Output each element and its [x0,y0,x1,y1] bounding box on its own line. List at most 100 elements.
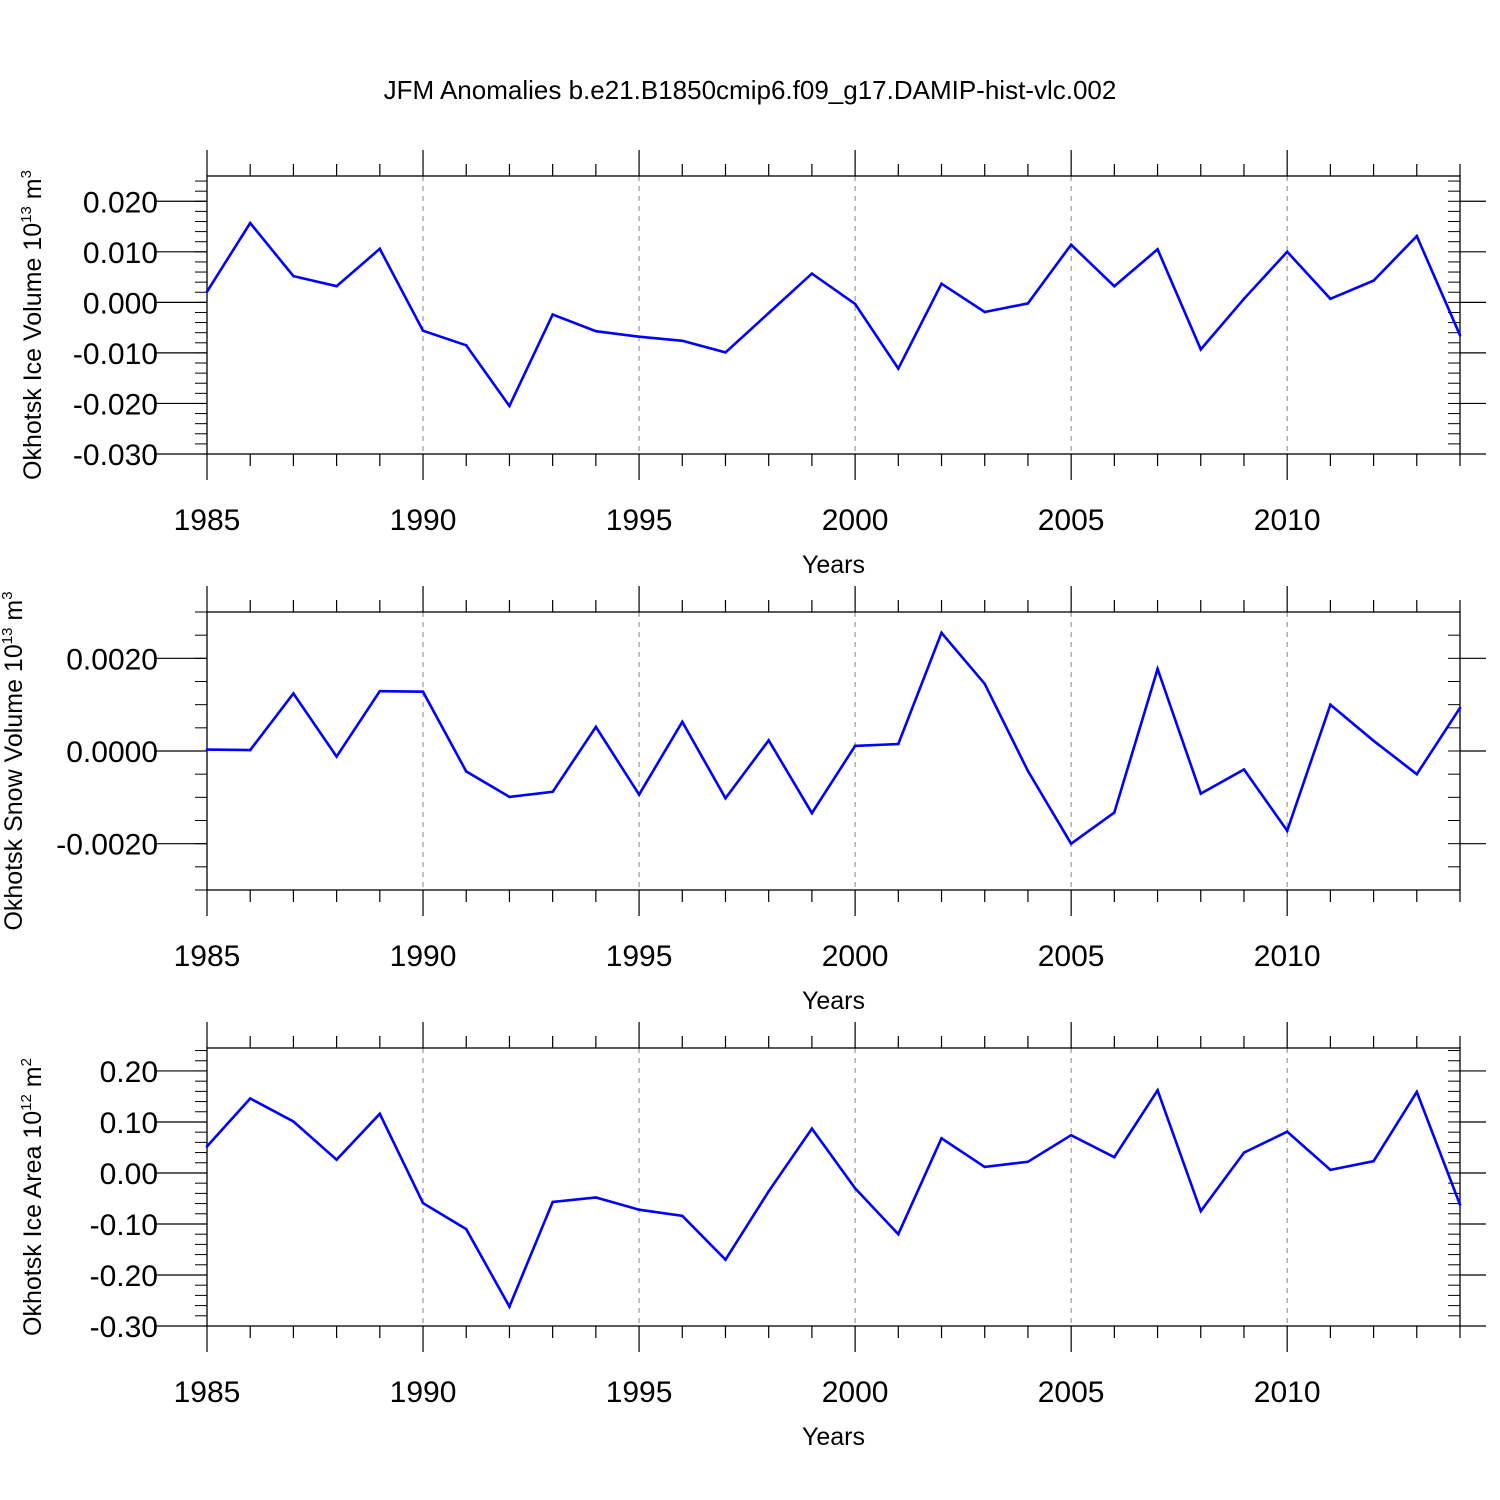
panel-ice-volume: 1985 1990 1995 2000 2005 2010 -0.030 -0.020 -0.0… [18,150,1486,579]
data-point [594,725,598,729]
x-tick-label: 1995 [606,1376,673,1409]
data-point [378,247,382,251]
data-point [464,770,468,773]
data-point [378,1112,382,1116]
x-tick-label: 1985 [174,1376,241,1409]
x-axis-label: Years [802,987,865,1015]
data-point [378,689,382,693]
x-tick-label: 2000 [822,1376,889,1409]
y-axis-label: Okhotsk Snow Volume 1013 m3 [0,591,28,930]
y-label-unit-exponent: 3 [18,170,35,178]
data-point [1285,1130,1289,1133]
data-point [1458,706,1462,710]
y-tick-label: 0.010 [83,237,158,270]
x-tick-label: 1985 [174,504,241,537]
plot-frame [206,1047,1461,1327]
y-tick-label: 0.20 [100,1056,158,1089]
data-point [724,1258,727,1261]
data-point [1242,297,1246,301]
y-label-unit: m [19,1066,47,1094]
data-point [1458,1203,1462,1206]
data-point [1372,1159,1375,1163]
data-point [1415,772,1419,776]
y-tick-label: 0.0000 [66,736,158,769]
y-label-unit-exponent: 3 [0,591,16,599]
data-point [853,744,857,748]
y-label-text: Okhotsk Ice Volume 10 [19,223,47,480]
data-point [335,1158,338,1162]
y-axis-label: Okhotsk Ice Area 1012 m2 [18,1058,47,1336]
data-point [1156,1089,1159,1092]
x-tick-label: 1990 [390,940,457,973]
data-point [335,755,338,758]
y-label-exponent: 13 [18,206,35,223]
y-label-exponent: 13 [0,628,16,645]
data-point [335,284,338,288]
data-point [767,1190,770,1193]
data-point [205,290,209,294]
data-point [248,1097,252,1100]
x-tick-label: 1990 [390,1376,457,1409]
x-tick-label: 1995 [606,940,673,973]
x-tick-label: 1985 [174,940,241,973]
data-point [1372,279,1375,282]
plot-frame [206,611,1461,891]
data-point [292,692,295,695]
data-point [205,748,209,751]
y-tick-label: -0.10 [90,1209,158,1242]
data-point [810,1127,814,1130]
x-tick-label: 2005 [1038,940,1105,973]
data-point [1113,284,1116,288]
data-point [680,720,684,724]
x-tick-label: 2010 [1254,1376,1321,1409]
data-point [983,682,987,686]
data-point [421,329,425,332]
y-tick-label: 0.0020 [66,643,158,676]
data-point [1026,769,1030,773]
data-point [983,310,987,314]
data-point [940,282,943,285]
data-point [1372,739,1375,743]
y-tick-label: 0.10 [100,1107,158,1140]
chart-panels: 1985 1990 1995 2000 2005 2010 -0.030 -0.020 -0.0… [0,150,1486,1451]
x-tick-label: 2000 [822,940,889,973]
data-point [551,790,554,794]
data-point [810,811,814,815]
series-line [206,630,1462,846]
data-point [680,339,684,343]
data-point [1026,302,1030,305]
data-point [1242,768,1246,771]
y-tick-label: -0.20 [90,1260,158,1293]
data-point [1199,1209,1203,1213]
x-tick-label: 2005 [1038,504,1105,537]
data-point [292,1120,295,1123]
figure-title: JFM Anomalies b.e21.B1850cmip6.f09_g17.D… [384,75,1117,105]
data-point [1113,1155,1116,1159]
y-label-unit: m [19,178,47,206]
data-point [1458,333,1462,337]
data-point [810,272,814,275]
y-tick-label: -0.010 [73,338,158,371]
y-tick-label: 0.00 [100,1158,158,1191]
data-point [1156,667,1159,671]
data-point [637,335,641,339]
x-tick-label: 1995 [606,504,673,537]
data-point [1199,792,1203,795]
data-point [1329,703,1332,706]
data-point [248,748,252,752]
data-point [1415,234,1419,238]
y-label-text: Okhotsk Snow Volume 10 [0,644,28,930]
y-tick-label: 0.000 [83,287,158,320]
data-point [1415,1090,1419,1094]
data-point [853,302,857,306]
data-point [897,742,900,746]
y-tick-label: -0.0020 [56,829,158,862]
data-point [1199,348,1203,351]
data-point [1285,829,1289,832]
data-point [767,311,770,315]
data-point [551,1200,554,1204]
data-point [508,1305,511,1308]
data-point [1069,243,1073,247]
data-point [680,1214,684,1218]
y-tick-label: -0.020 [73,388,158,421]
